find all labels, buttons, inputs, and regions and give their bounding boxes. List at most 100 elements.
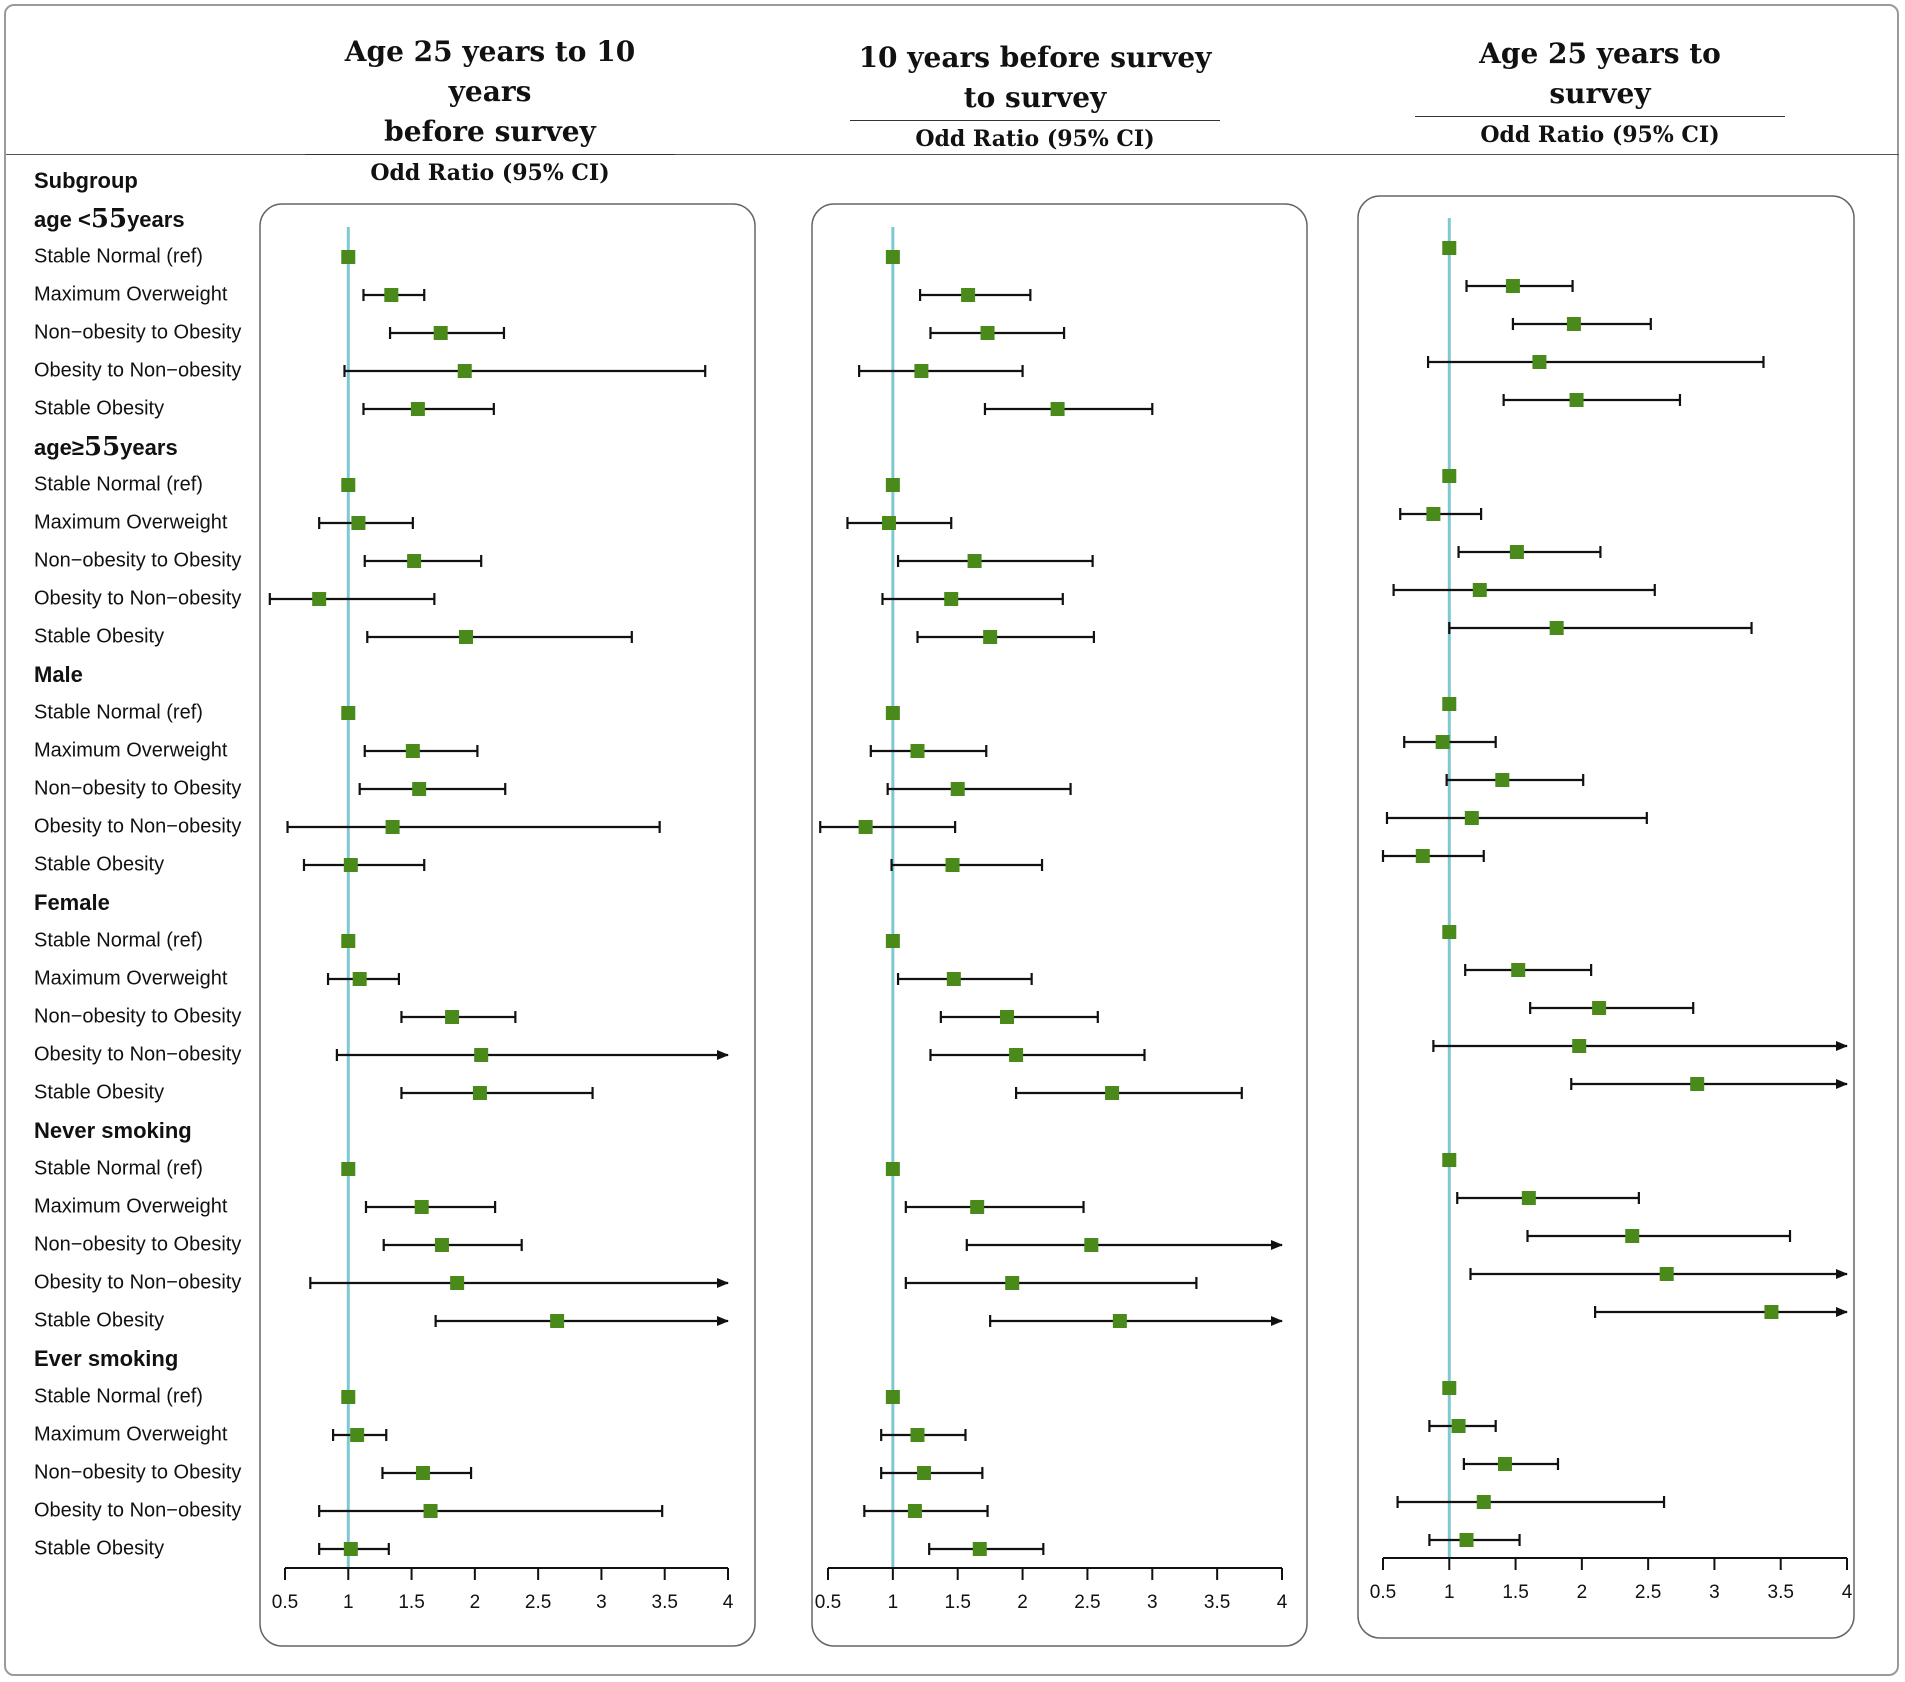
point-estimate (885, 934, 900, 948)
panel-1-title-line1: Age 25 years to 10 years (344, 35, 636, 108)
point-estimate (1442, 697, 1457, 711)
point-estimate (445, 1010, 460, 1024)
point-estimate (1464, 811, 1479, 825)
point-estimate (1592, 1001, 1607, 1015)
point-estimate (914, 364, 929, 378)
x-tick-label: 3.5 (1768, 1582, 1794, 1603)
point-estimate (1426, 507, 1441, 521)
x-tick-label: 3.5 (1204, 1592, 1230, 1613)
x-tick-label: 2 (1577, 1582, 1588, 1603)
point-estimate (946, 972, 961, 986)
point-estimate (1472, 583, 1487, 597)
point-estimate (885, 250, 900, 264)
panel-1-header: Age 25 years to 10 years before survey O… (300, 32, 680, 187)
point-estimate (1511, 963, 1526, 977)
group-label: age≥55years (34, 432, 178, 462)
point-estimate (1112, 1314, 1127, 1328)
point-estimate (550, 1314, 565, 1328)
point-estimate (980, 326, 995, 340)
row-label: Maximum Overweight (34, 967, 228, 990)
point-estimate (910, 744, 925, 758)
point-estimate (858, 820, 873, 834)
row-label: Stable Obesity (34, 1081, 165, 1104)
point-estimate (967, 554, 982, 568)
group-label: Female (34, 890, 110, 915)
point-estimate (881, 516, 896, 530)
x-tick-label: 3 (1147, 1592, 1158, 1613)
row-label: Obesity to Non−obesity (34, 587, 242, 610)
x-tick-label: 3 (596, 1592, 607, 1613)
panel-2-title-line1: 10 years before survey (858, 41, 1212, 74)
point-estimate (1497, 1457, 1512, 1471)
point-estimate (343, 858, 358, 872)
x-tick-label: 4 (1842, 1582, 1853, 1603)
point-estimate (1690, 1077, 1705, 1091)
point-estimate (433, 326, 448, 340)
point-estimate (405, 744, 420, 758)
x-tick-label: 0.5 (272, 1592, 298, 1613)
row-label: Maximum Overweight (34, 739, 228, 762)
row-label: Non−obesity to Obesity (34, 1005, 242, 1028)
x-tick-label: 1.5 (398, 1592, 424, 1613)
point-estimate (1549, 621, 1564, 635)
x-tick-label: 4 (1277, 1592, 1288, 1613)
panel-3-title-line2: survey (1549, 77, 1651, 110)
row-label: Non−obesity to Obesity (34, 777, 242, 800)
x-tick-label: 2.5 (525, 1592, 551, 1613)
subgroup-header: Subgroup (34, 168, 138, 193)
point-estimate (1000, 1010, 1015, 1024)
point-estimate (341, 1162, 356, 1176)
x-tick-label: 4 (723, 1592, 734, 1613)
point-estimate (407, 554, 422, 568)
point-estimate (472, 1086, 487, 1100)
point-estimate (1442, 1153, 1457, 1167)
point-estimate (1476, 1495, 1491, 1509)
row-label: Stable Normal (ref) (34, 701, 203, 724)
panel-1-title-rule (305, 154, 675, 155)
panel-2-title-rule (850, 120, 1220, 121)
point-estimate (414, 1200, 429, 1214)
point-estimate (1442, 925, 1457, 939)
point-estimate (312, 592, 327, 606)
row-label: Stable Obesity (34, 397, 165, 420)
point-estimate (341, 706, 356, 720)
point-estimate (972, 1542, 987, 1556)
point-estimate (1415, 849, 1430, 863)
x-tick-label: 0.5 (1370, 1582, 1396, 1603)
point-estimate (458, 630, 473, 644)
point-estimate (1625, 1229, 1640, 1243)
group-label: Ever smoking (34, 1346, 179, 1371)
point-estimate (1442, 469, 1457, 483)
x-tick-label: 1.5 (1502, 1582, 1528, 1603)
x-tick-label: 2 (470, 1592, 481, 1613)
panel-3-subtitle: Odd Ratio (95% CI) (1480, 122, 1720, 148)
point-estimate (1532, 355, 1547, 369)
point-estimate (907, 1504, 922, 1518)
row-label: Stable Normal (ref) (34, 1385, 203, 1408)
row-label: Non−obesity to Obesity (34, 1233, 242, 1256)
x-tick-label: 2.5 (1635, 1582, 1661, 1603)
point-estimate (1435, 735, 1450, 749)
point-estimate (1566, 317, 1581, 331)
row-label: Non−obesity to Obesity (34, 549, 242, 572)
point-estimate (474, 1048, 489, 1062)
panel-1-border (259, 203, 756, 1647)
point-estimate (910, 1428, 925, 1442)
x-tick-label: 0.5 (815, 1592, 841, 1613)
row-label: Stable Obesity (34, 625, 165, 648)
row-label: Stable Normal (ref) (34, 929, 203, 952)
x-tick-label: 1 (888, 1592, 899, 1613)
point-estimate (1495, 773, 1510, 787)
row-label: Stable Normal (ref) (34, 245, 203, 268)
point-estimate (945, 858, 960, 872)
panel-3-border (1357, 195, 1855, 1639)
row-label: Non−obesity to Obesity (34, 321, 242, 344)
row-label: Obesity to Non−obesity (34, 1499, 242, 1522)
figure-frame (4, 4, 1899, 1676)
panel-2-border (811, 203, 1308, 1647)
point-estimate (352, 972, 367, 986)
x-tick-label: 1.5 (945, 1592, 971, 1613)
point-estimate (343, 1542, 358, 1556)
panel-3-title-line1: Age 25 years to (1479, 37, 1721, 70)
